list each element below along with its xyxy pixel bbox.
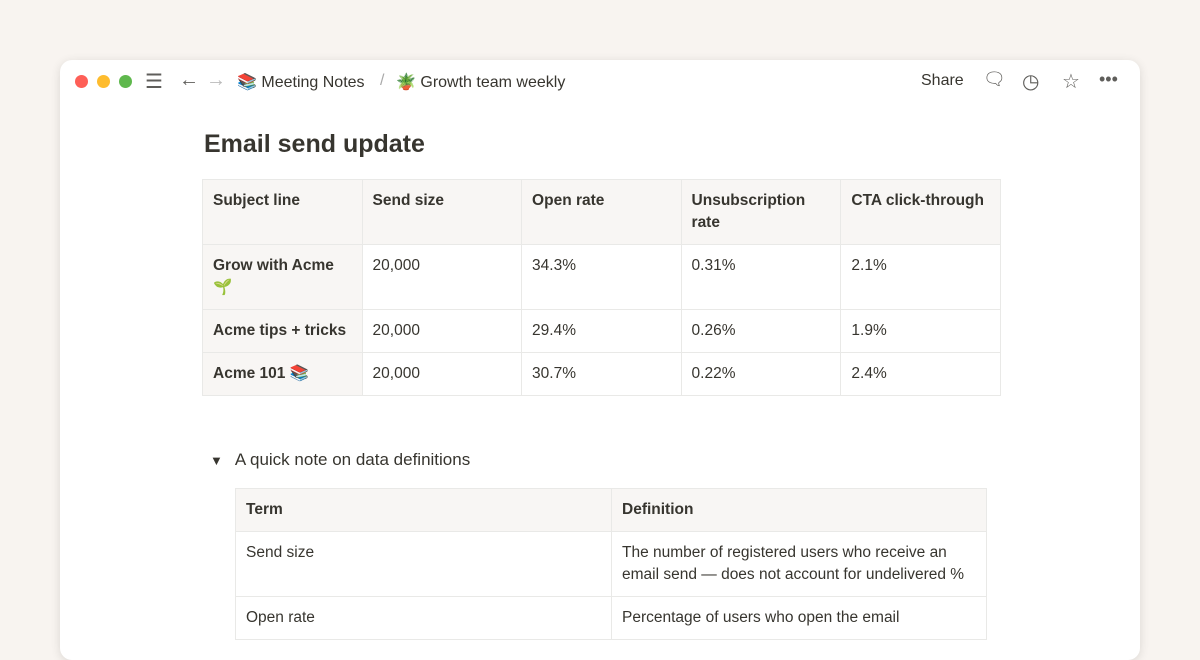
toggle-label: A quick note on data definitions [234,450,471,469]
column-header: Subject line [202,179,363,245]
star-icon[interactable]: ☆ [1062,71,1080,93]
column-header: Term [235,488,612,532]
table-cell[interactable]: Acme 101 📚 [202,352,363,396]
table-cell[interactable]: 0.31% [680,244,842,310]
column-header: Open rate [521,179,682,245]
table-cell[interactable]: 0.26% [680,309,842,353]
books-icon: 📚 [237,74,257,91]
page-title: Email send update [204,130,425,158]
table-cell[interactable]: The number of registered users who recei… [611,531,987,597]
minimize-button[interactable] [97,75,110,88]
column-header: CTA click-through [840,179,1001,245]
triangle-down-icon[interactable]: ▼ [210,452,223,468]
close-button[interactable] [75,75,88,88]
breadcrumb-meeting-notes[interactable]: 📚 Meeting Notes [237,72,365,92]
table-row: Grow with Acme 🌱 20,000 34.3% 0.31% 2.1% [202,244,1001,310]
back-arrow-icon[interactable]: ← [179,69,199,91]
forward-arrow-icon[interactable]: → [206,69,226,91]
app-window: ☰ ← → 📚 Meeting Notes / 🪴 Growth team we… [60,60,1140,660]
plant-icon: 🪴 [396,74,416,91]
maximize-button[interactable] [119,75,132,88]
table-cell[interactable]: 20,000 [361,352,523,396]
table-cell[interactable]: Open rate [235,596,612,640]
table-header-row: Subject line Send size Open rate Unsubsc… [202,179,1001,245]
table-cell[interactable]: 29.4% [521,309,682,353]
table-cell[interactable]: Send size [235,531,612,597]
history-clock-icon[interactable]: ◷ [1022,71,1040,93]
table-row: Acme 101 📚 20,000 30.7% 0.22% 2.4% [202,352,1001,396]
breadcrumb-label: Meeting Notes [261,74,365,91]
definitions-toggle[interactable]: ▼ A quick note on data definitions [210,450,470,470]
breadcrumb-separator: / [380,72,385,89]
table-row: Acme tips + tricks 20,000 29.4% 0.26% 1.… [202,309,1001,353]
table-row: Send size The number of registered users… [235,531,987,597]
table-cell[interactable]: 1.9% [840,309,1001,353]
comment-icon[interactable]: 🗨 [983,69,1006,89]
table-cell[interactable]: 2.4% [840,352,1001,396]
table-cell[interactable]: 0.22% [680,352,842,396]
table-cell[interactable]: Grow with Acme 🌱 [202,244,363,310]
column-header: Unsubscription rate [680,179,842,245]
table-row: Open rate Percentage of users who open t… [235,596,987,640]
email-stats-table: Subject line Send size Open rate Unsubsc… [202,179,1001,396]
column-header: Send size [361,179,523,245]
column-header: Definition [611,488,987,532]
table-cell[interactable]: Percentage of users who open the email [611,596,987,640]
table-cell[interactable]: 34.3% [521,244,682,310]
menu-icon[interactable]: ☰ [145,71,163,93]
table-header-row: Term Definition [235,488,987,532]
table-cell[interactable]: 20,000 [361,244,523,310]
table-cell[interactable]: 30.7% [521,352,682,396]
share-button[interactable]: Share [921,72,964,89]
table-cell[interactable]: Acme tips + tricks [202,309,363,353]
definitions-table: Term Definition Send size The number of … [235,488,987,640]
breadcrumb-growth-team-weekly[interactable]: 🪴 Growth team weekly [396,72,565,92]
breadcrumb-label: Growth team weekly [420,74,566,91]
title-bar: ☰ ← → 📚 Meeting Notes / 🪴 Growth team we… [60,60,1140,102]
table-cell[interactable]: 20,000 [361,309,523,353]
more-options-icon[interactable]: ••• [1099,69,1118,89]
table-cell[interactable]: 2.1% [840,244,1001,310]
